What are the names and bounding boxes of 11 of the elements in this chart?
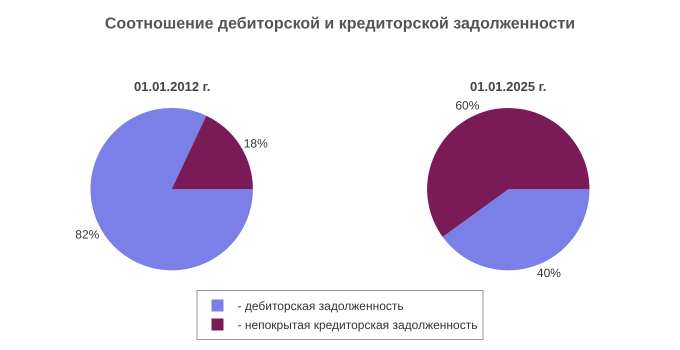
data-label: 40% [536,266,562,280]
legend-label: - дебиторская задолженность [238,299,404,314]
data-label: 82% [75,228,100,242]
data-label: 18% [244,136,268,151]
chart-subtitle: 01.01.2012 г. [134,79,210,94]
chart-title: Соотношение дебиторской и кредиторской задолженности [104,16,576,33]
pie-slice [427,108,590,237]
legend-label: - непокрытая кредиторская задолженность [238,318,478,332]
chart-subtitle: 01.01.2025 г. [470,79,546,94]
pie-slice [442,189,590,270]
data-label: 60% [455,98,480,113]
